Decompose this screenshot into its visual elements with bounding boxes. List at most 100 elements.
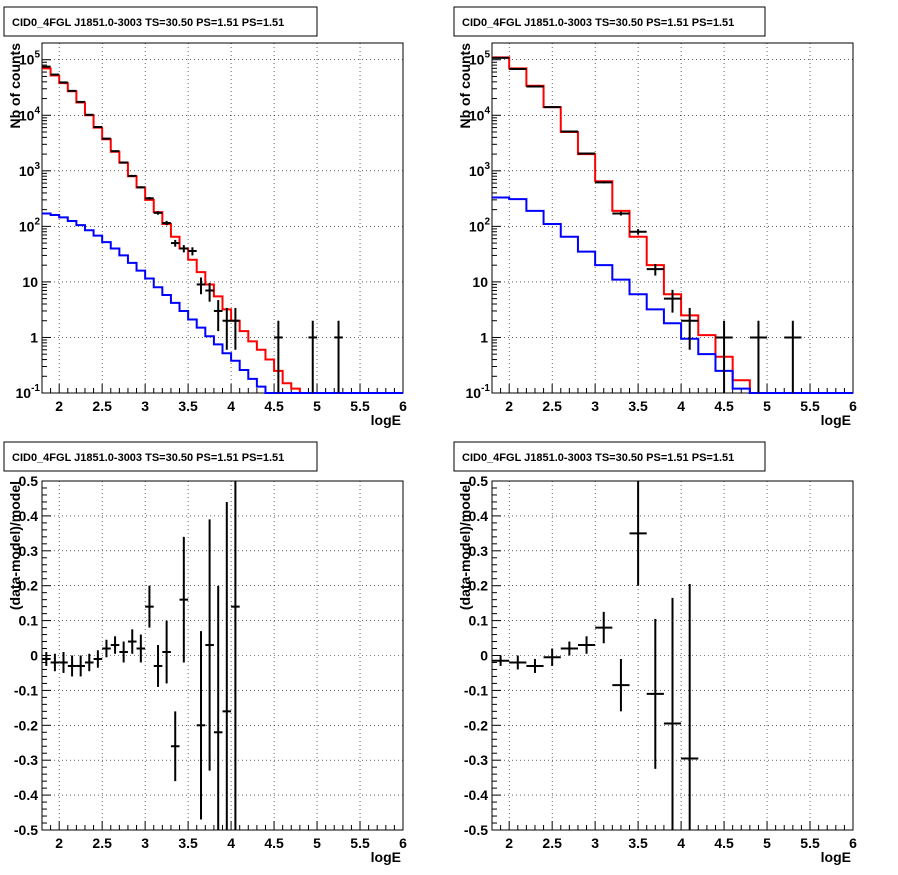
x-tick-label: 4 — [677, 398, 685, 414]
data-point — [543, 648, 561, 666]
y-tick-label: 1 — [480, 329, 488, 345]
x-tick-label: 5.5 — [800, 835, 820, 851]
x-tick-label: 5 — [313, 835, 321, 851]
x-axis-label: logE — [371, 412, 401, 428]
x-tick-label: 5 — [763, 835, 771, 851]
data-point — [577, 636, 596, 654]
data-point — [308, 320, 318, 393]
x-tick-label: 3 — [141, 398, 149, 414]
data-point — [59, 652, 68, 673]
data-point — [715, 320, 733, 393]
data-point — [42, 652, 51, 666]
x-tick-label: 2.5 — [92, 398, 112, 414]
x-tick-label: 4 — [677, 835, 685, 851]
chart-title: CID0_4FGL J1851.0-3003 TS=30.50 PS=1.51 … — [12, 452, 284, 464]
plot-frame — [41, 42, 404, 394]
data-point — [119, 641, 128, 663]
series-step-2 — [42, 212, 403, 394]
data-point — [231, 307, 240, 350]
data-point — [526, 658, 544, 673]
y-tick-label: -0.1 — [464, 682, 488, 698]
y-tick-label: 0 — [480, 648, 488, 664]
y-tick-label: -0.2 — [464, 717, 488, 733]
chart-panel-4: CID0_4FGL J1851.0-3003 TS=30.50 PS=1.51 … — [453, 441, 857, 865]
y-tick-label: 10-1 — [16, 383, 41, 401]
y-tick-label: 0.2 — [19, 578, 39, 594]
chart-panel-1: CID0_4FGL J1851.0-3003 TS=30.50 PS=1.51 … — [3, 6, 407, 428]
y-tick-label: -0.5 — [14, 822, 38, 838]
y-tick-label: 0.3 — [19, 543, 39, 559]
x-tick-label: 5.5 — [350, 835, 370, 851]
y-tick-label: 0.4 — [19, 508, 39, 524]
y-axis-label: Nb of counts — [457, 43, 473, 129]
x-axis-label: logE — [821, 412, 851, 428]
y-tick-label: -0.3 — [464, 752, 488, 768]
x-tick-label: 3.5 — [628, 835, 648, 851]
x-tick-label: 4.5 — [714, 398, 734, 414]
data-point — [76, 655, 85, 677]
data-point — [560, 130, 578, 133]
x-axis-label: logE — [821, 849, 851, 865]
data-point — [681, 307, 699, 350]
data-point — [629, 481, 647, 586]
data-point — [231, 481, 240, 830]
x-tick-label: 4.5 — [264, 398, 284, 414]
data-point — [663, 289, 682, 313]
data-point — [102, 137, 111, 140]
data-point — [179, 536, 189, 663]
y-tick-label: 102 — [19, 216, 41, 234]
data-point — [612, 211, 630, 216]
y-tick-label: -0.3 — [14, 752, 38, 768]
data-point — [629, 229, 647, 235]
y-tick-label: 0.1 — [469, 613, 489, 629]
x-axis-label: logE — [371, 849, 401, 865]
data-point — [170, 239, 180, 247]
data-point — [102, 639, 111, 658]
data-point — [213, 300, 223, 332]
data-point — [595, 181, 613, 184]
x-tick-label: 6 — [399, 398, 407, 414]
chart-title: CID0_4FGL J1851.0-3003 TS=30.50 PS=1.51 … — [12, 17, 284, 29]
data-point — [179, 245, 189, 253]
data-point — [67, 655, 77, 677]
data-point — [153, 211, 163, 215]
y-tick-label: 102 — [469, 216, 491, 234]
data-point — [127, 629, 137, 654]
data-point — [84, 653, 94, 672]
y-tick-label: 10-1 — [466, 383, 491, 401]
data-point — [136, 634, 146, 663]
y-tick-label: 103 — [19, 161, 41, 179]
data-point — [145, 196, 154, 200]
data-point — [127, 174, 137, 177]
data-point — [334, 320, 343, 393]
x-tick-label: 3.5 — [628, 398, 648, 414]
y-tick-label: 10 — [22, 274, 38, 290]
x-tick-label: 3.5 — [178, 835, 198, 851]
data-point — [93, 125, 103, 128]
data-point — [162, 220, 171, 226]
data-point — [153, 645, 163, 687]
x-tick-label: 3 — [591, 398, 599, 414]
y-tick-label: 10 — [472, 274, 488, 290]
data-point — [492, 655, 510, 666]
plot-frame — [491, 42, 854, 394]
data-point — [205, 519, 214, 771]
chart-panel-3: CID0_4FGL J1851.0-3003 TS=30.50 PS=1.51 … — [3, 441, 407, 865]
data-point — [93, 650, 103, 668]
data-point — [213, 585, 223, 830]
data-point — [749, 320, 768, 393]
x-tick-label: 2.5 — [542, 835, 562, 851]
x-tick-label: 4 — [227, 398, 235, 414]
data-point — [222, 501, 232, 830]
chart-panel-2: CID0_4FGL J1851.0-3003 TS=30.50 PS=1.51 … — [453, 6, 857, 428]
data-point — [222, 307, 232, 350]
x-tick-label: 2.5 — [542, 398, 562, 414]
x-tick-label: 4 — [227, 835, 235, 851]
y-tick-label: -0.5 — [464, 822, 488, 838]
y-tick-label: 0.2 — [469, 578, 489, 594]
data-point — [196, 631, 206, 820]
x-tick-label: 2 — [55, 398, 63, 414]
x-tick-label: 6 — [849, 398, 857, 414]
data-point — [646, 264, 664, 276]
data-point — [681, 583, 699, 830]
